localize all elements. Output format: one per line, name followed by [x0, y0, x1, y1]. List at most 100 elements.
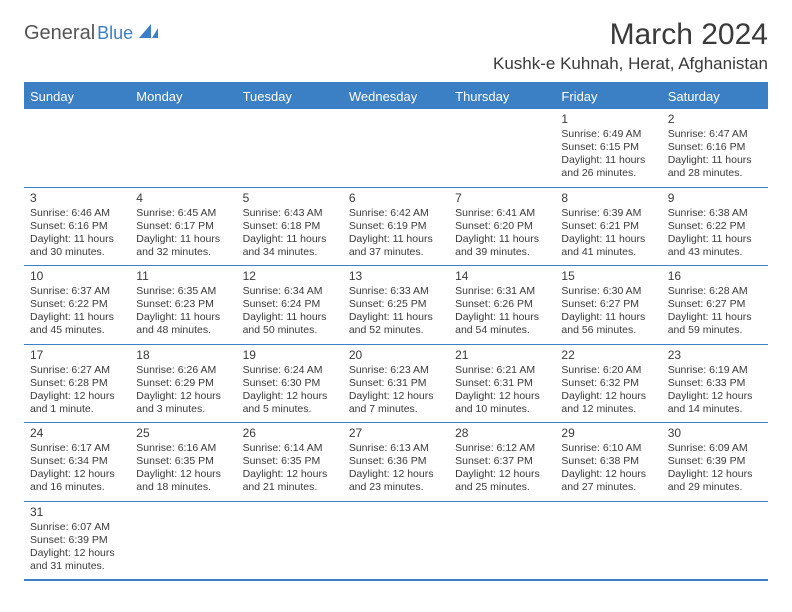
sunset-text: Sunset: 6:22 PM — [668, 220, 762, 233]
logo: General Blue — [24, 22, 159, 45]
week-row: 17Sunrise: 6:27 AMSunset: 6:28 PMDayligh… — [24, 345, 768, 424]
day-cell — [24, 109, 130, 187]
day-header: Friday — [555, 84, 661, 109]
sunrise-text: Sunrise: 6:28 AM — [668, 285, 762, 298]
day-header: Monday — [130, 84, 236, 109]
daylight-text: Daylight: 11 hours and 39 minutes. — [455, 233, 549, 259]
sunrise-text: Sunrise: 6:38 AM — [668, 207, 762, 220]
day-number: 18 — [136, 348, 230, 363]
day-cell: 11Sunrise: 6:35 AMSunset: 6:23 PMDayligh… — [130, 266, 236, 344]
week-row: 31Sunrise: 6:07 AMSunset: 6:39 PMDayligh… — [24, 502, 768, 580]
day-number: 14 — [455, 269, 549, 284]
daylight-text: Daylight: 11 hours and 41 minutes. — [561, 233, 655, 259]
day-cell: 19Sunrise: 6:24 AMSunset: 6:30 PMDayligh… — [237, 345, 343, 423]
sunrise-text: Sunrise: 6:31 AM — [455, 285, 549, 298]
sunrise-text: Sunrise: 6:13 AM — [349, 442, 443, 455]
day-header: Thursday — [449, 84, 555, 109]
day-cell: 6Sunrise: 6:42 AMSunset: 6:19 PMDaylight… — [343, 188, 449, 266]
sunset-text: Sunset: 6:28 PM — [30, 377, 124, 390]
daylight-text: Daylight: 11 hours and 59 minutes. — [668, 311, 762, 337]
day-number: 2 — [668, 112, 762, 127]
sunset-text: Sunset: 6:30 PM — [243, 377, 337, 390]
sunrise-text: Sunrise: 6:24 AM — [243, 364, 337, 377]
daylight-text: Daylight: 11 hours and 45 minutes. — [30, 311, 124, 337]
day-cell: 17Sunrise: 6:27 AMSunset: 6:28 PMDayligh… — [24, 345, 130, 423]
sunset-text: Sunset: 6:20 PM — [455, 220, 549, 233]
sunrise-text: Sunrise: 6:46 AM — [30, 207, 124, 220]
sunrise-text: Sunrise: 6:39 AM — [561, 207, 655, 220]
day-number: 11 — [136, 269, 230, 284]
day-cell: 5Sunrise: 6:43 AMSunset: 6:18 PMDaylight… — [237, 188, 343, 266]
day-header: Wednesday — [343, 84, 449, 109]
sunset-text: Sunset: 6:35 PM — [243, 455, 337, 468]
day-cell: 26Sunrise: 6:14 AMSunset: 6:35 PMDayligh… — [237, 423, 343, 501]
day-cell: 30Sunrise: 6:09 AMSunset: 6:39 PMDayligh… — [662, 423, 768, 501]
sunset-text: Sunset: 6:23 PM — [136, 298, 230, 311]
daylight-text: Daylight: 11 hours and 43 minutes. — [668, 233, 762, 259]
sunrise-text: Sunrise: 6:12 AM — [455, 442, 549, 455]
day-cell: 28Sunrise: 6:12 AMSunset: 6:37 PMDayligh… — [449, 423, 555, 501]
sunrise-text: Sunrise: 6:34 AM — [243, 285, 337, 298]
day-cell — [130, 109, 236, 187]
page-title: March 2024 — [493, 18, 768, 52]
day-cell: 15Sunrise: 6:30 AMSunset: 6:27 PMDayligh… — [555, 266, 661, 344]
daylight-text: Daylight: 11 hours and 56 minutes. — [561, 311, 655, 337]
day-number: 13 — [349, 269, 443, 284]
day-cell: 31Sunrise: 6:07 AMSunset: 6:39 PMDayligh… — [24, 502, 130, 580]
day-cell: 20Sunrise: 6:23 AMSunset: 6:31 PMDayligh… — [343, 345, 449, 423]
day-cell: 4Sunrise: 6:45 AMSunset: 6:17 PMDaylight… — [130, 188, 236, 266]
sunrise-text: Sunrise: 6:37 AM — [30, 285, 124, 298]
sunrise-text: Sunrise: 6:47 AM — [668, 128, 762, 141]
sunset-text: Sunset: 6:17 PM — [136, 220, 230, 233]
daylight-text: Daylight: 12 hours and 10 minutes. — [455, 390, 549, 416]
day-cell: 27Sunrise: 6:13 AMSunset: 6:36 PMDayligh… — [343, 423, 449, 501]
day-cell: 13Sunrise: 6:33 AMSunset: 6:25 PMDayligh… — [343, 266, 449, 344]
day-cell: 18Sunrise: 6:26 AMSunset: 6:29 PMDayligh… — [130, 345, 236, 423]
sunset-text: Sunset: 6:16 PM — [30, 220, 124, 233]
daylight-text: Daylight: 11 hours and 37 minutes. — [349, 233, 443, 259]
day-cell: 29Sunrise: 6:10 AMSunset: 6:38 PMDayligh… — [555, 423, 661, 501]
sunrise-text: Sunrise: 6:30 AM — [561, 285, 655, 298]
sunset-text: Sunset: 6:33 PM — [668, 377, 762, 390]
day-cell: 1Sunrise: 6:49 AMSunset: 6:15 PMDaylight… — [555, 109, 661, 187]
day-cell: 7Sunrise: 6:41 AMSunset: 6:20 PMDaylight… — [449, 188, 555, 266]
day-header: Sunday — [24, 84, 130, 109]
day-number: 20 — [349, 348, 443, 363]
sunrise-text: Sunrise: 6:26 AM — [136, 364, 230, 377]
day-cell — [449, 502, 555, 580]
day-number: 28 — [455, 426, 549, 441]
sunrise-text: Sunrise: 6:17 AM — [30, 442, 124, 455]
sunrise-text: Sunrise: 6:42 AM — [349, 207, 443, 220]
sunrise-text: Sunrise: 6:21 AM — [455, 364, 549, 377]
day-cell — [555, 502, 661, 580]
day-number: 8 — [561, 191, 655, 206]
day-number: 17 — [30, 348, 124, 363]
sunset-text: Sunset: 6:29 PM — [136, 377, 230, 390]
day-number: 9 — [668, 191, 762, 206]
daylight-text: Daylight: 11 hours and 52 minutes. — [349, 311, 443, 337]
day-cell: 25Sunrise: 6:16 AMSunset: 6:35 PMDayligh… — [130, 423, 236, 501]
day-cell — [449, 109, 555, 187]
day-cell: 24Sunrise: 6:17 AMSunset: 6:34 PMDayligh… — [24, 423, 130, 501]
sail-icon — [137, 22, 159, 45]
sunset-text: Sunset: 6:31 PM — [455, 377, 549, 390]
day-cell: 23Sunrise: 6:19 AMSunset: 6:33 PMDayligh… — [662, 345, 768, 423]
week-row: 24Sunrise: 6:17 AMSunset: 6:34 PMDayligh… — [24, 423, 768, 502]
sunset-text: Sunset: 6:34 PM — [30, 455, 124, 468]
day-number: 30 — [668, 426, 762, 441]
day-number: 6 — [349, 191, 443, 206]
day-cell: 12Sunrise: 6:34 AMSunset: 6:24 PMDayligh… — [237, 266, 343, 344]
sunset-text: Sunset: 6:39 PM — [668, 455, 762, 468]
weeks-container: 1Sunrise: 6:49 AMSunset: 6:15 PMDaylight… — [24, 109, 768, 579]
day-number: 7 — [455, 191, 549, 206]
sunset-text: Sunset: 6:27 PM — [561, 298, 655, 311]
calendar: Sunday Monday Tuesday Wednesday Thursday… — [24, 82, 768, 581]
sunset-text: Sunset: 6:39 PM — [30, 534, 124, 547]
sunrise-text: Sunrise: 6:07 AM — [30, 521, 124, 534]
sunset-text: Sunset: 6:18 PM — [243, 220, 337, 233]
day-cell — [237, 502, 343, 580]
day-number: 31 — [30, 505, 124, 520]
day-cell: 22Sunrise: 6:20 AMSunset: 6:32 PMDayligh… — [555, 345, 661, 423]
daylight-text: Daylight: 12 hours and 3 minutes. — [136, 390, 230, 416]
day-cell — [343, 502, 449, 580]
